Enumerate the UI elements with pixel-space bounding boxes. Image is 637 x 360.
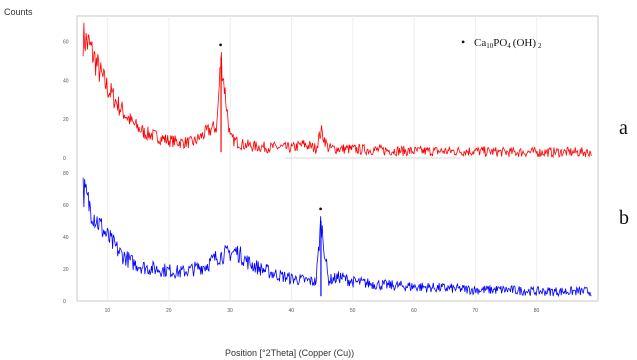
panel-a: 60 40 20 0 • [63,22,592,162]
legend-formula-sub3: 2 [538,42,542,50]
x-tick-label: 50 [350,308,356,314]
y-tick-label: 0 [63,156,66,162]
x-tick-label: 10 [105,308,111,314]
y-tick-label: 20 [63,267,69,273]
y-tick-label: 0 [63,299,66,305]
legend-formula-mid: PO [493,37,507,49]
x-tick-label: 60 [411,308,417,314]
y-tick-label: 20 [63,117,69,123]
x-tick-label: 70 [472,308,478,314]
legend-marker: • [461,35,465,49]
x-tick-label: 30 [227,308,233,314]
side-label-a: a [619,117,628,139]
x-tick-label: 40 [289,308,295,314]
y-tick-label: 40 [63,78,69,84]
legend-formula-base: Ca [474,37,486,49]
y-tick-label: 40 [63,235,69,241]
panel-b: 80 60 40 20 0 • [63,171,592,305]
legend-formula: Ca10PO4 (OH) 2 [474,37,542,50]
peak-marker-a: • [219,38,223,52]
gridlines [107,16,538,301]
series-line-b [82,177,592,298]
legend-formula-sub2: 4 [507,42,511,50]
x-axis-ticks: 10 20 30 40 50 60 70 80 [105,308,540,314]
y-tick-label: 80 [63,171,69,177]
plot-frame [76,15,599,302]
x-axis-label: Position [°2Theta] (Copper (Cu)) [225,348,354,358]
side-label-b: b [619,207,629,229]
legend: • Ca10PO4 (OH) 2 [461,35,542,50]
series-line-a [82,22,592,159]
y-tick-label: 60 [63,203,69,209]
legend-formula-sub1: 10 [486,42,494,50]
y-tick-label: 60 [63,39,69,45]
legend-formula-end: (OH) [513,37,537,49]
y-axis-label: Counts [4,7,33,17]
x-tick-label: 20 [166,308,172,314]
x-tick-label: 80 [534,308,540,314]
peak-marker-b: • [318,202,322,216]
